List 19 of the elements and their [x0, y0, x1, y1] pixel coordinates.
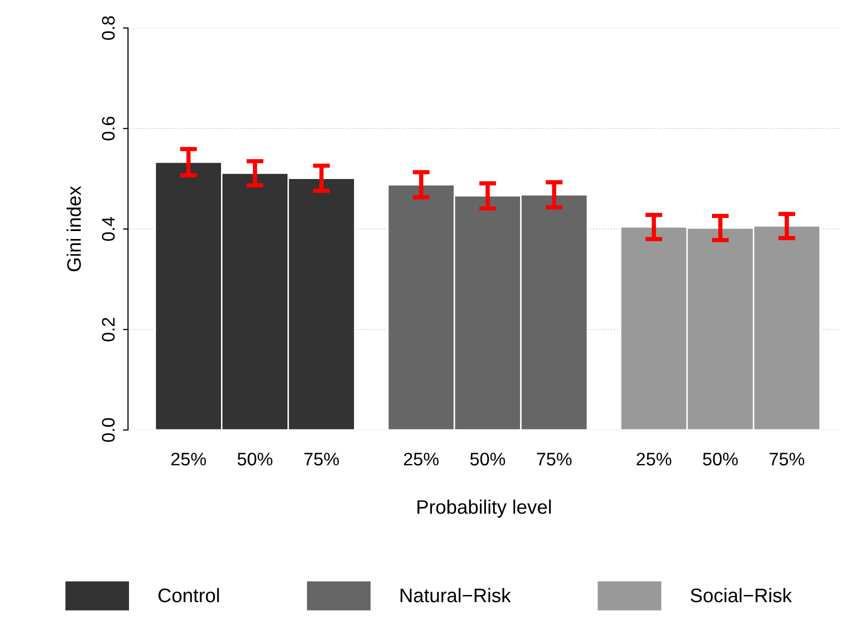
x-tick-label: 50%: [238, 452, 272, 466]
y-axis-title: Gini index: [66, 186, 81, 272]
x-tick-label: 50%: [702, 452, 738, 466]
x-tick-label: 75%: [304, 452, 339, 466]
x-tick-label: 75%: [770, 452, 804, 466]
x-tick-label: 50%: [470, 452, 506, 466]
x-tick-label: 25%: [636, 452, 672, 466]
legend-label: Social−Risk: [690, 588, 792, 602]
y-tick-label: 0.4: [102, 216, 115, 241]
x-tick-label: 25%: [171, 452, 206, 466]
legend-label: Natural−Risk: [400, 588, 511, 602]
y-tick-label: 0.8: [102, 16, 115, 40]
y-tick-label: 0.0: [102, 418, 115, 442]
legend-label: Control: [158, 588, 219, 602]
y-tick-label: 0.2: [102, 318, 115, 342]
x-tick-label: 25%: [404, 452, 439, 466]
y-tick-label: 0.6: [102, 116, 115, 140]
x-tick-label: 75%: [536, 452, 572, 466]
x-axis-title: Probability level: [418, 500, 551, 518]
